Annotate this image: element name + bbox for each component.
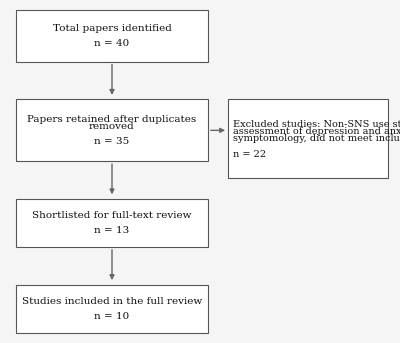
- Text: Excluded studies: Non-SNS use studies, non-: Excluded studies: Non-SNS use studies, n…: [233, 119, 400, 128]
- Text: Papers retained after duplicates: Papers retained after duplicates: [27, 115, 197, 123]
- Text: Shortlisted for full-text review: Shortlisted for full-text review: [32, 211, 192, 220]
- Text: n = 22: n = 22: [233, 150, 266, 158]
- Text: n = 10: n = 10: [94, 312, 130, 321]
- FancyBboxPatch shape: [16, 99, 208, 161]
- Text: n = 40: n = 40: [94, 39, 130, 48]
- Text: symptomology, did not meet inclusion criteria: symptomology, did not meet inclusion cri…: [233, 134, 400, 143]
- FancyBboxPatch shape: [228, 99, 388, 178]
- FancyBboxPatch shape: [16, 199, 208, 247]
- Text: removed: removed: [89, 122, 135, 131]
- Text: Total papers identified: Total papers identified: [52, 24, 172, 33]
- Text: Studies included in the full review: Studies included in the full review: [22, 297, 202, 306]
- Text: assessment of depression and anxiety: assessment of depression and anxiety: [233, 127, 400, 136]
- Text: n = 13: n = 13: [94, 226, 130, 235]
- Text: n = 35: n = 35: [94, 137, 130, 146]
- FancyBboxPatch shape: [16, 10, 208, 62]
- FancyBboxPatch shape: [16, 285, 208, 333]
